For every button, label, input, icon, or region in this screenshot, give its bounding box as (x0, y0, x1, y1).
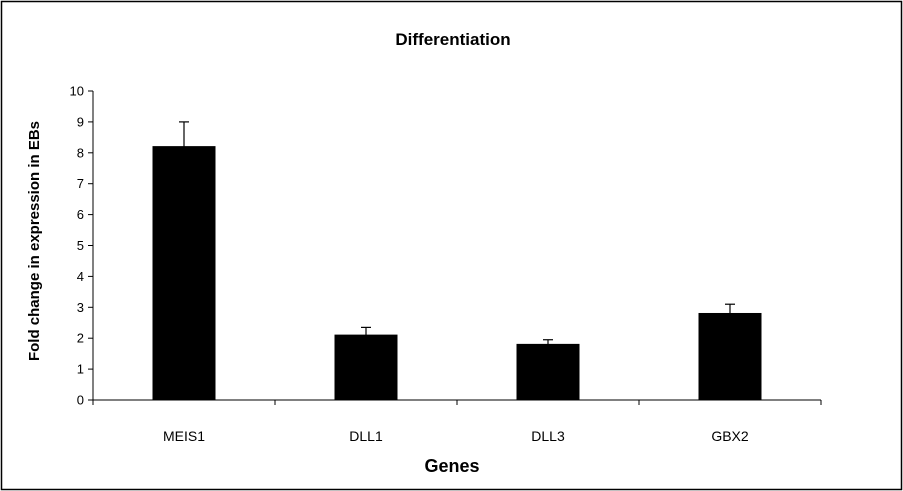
bar-meis1 (152, 146, 216, 401)
y-tick-label: 1 (77, 362, 84, 377)
y-tick-label: 2 (77, 331, 84, 346)
y-tick-label: 5 (77, 238, 84, 253)
y-tick-label: 8 (77, 145, 84, 160)
x-category-label: DLL3 (531, 428, 565, 444)
y-axis-title: Fold change in expression in EBs (26, 121, 43, 361)
bar-dll1 (334, 334, 398, 401)
x-category-label: GBX2 (711, 428, 749, 444)
y-tick-label: 7 (77, 176, 84, 191)
y-tick-label: 4 (77, 269, 84, 284)
y-tick-label: 10 (70, 84, 84, 99)
x-axis-title: Genes (424, 456, 479, 476)
x-category-label: MEIS1 (163, 428, 205, 444)
y-tick-label: 6 (77, 207, 84, 222)
y-tick-label: 3 (77, 300, 84, 315)
bar-dll3 (516, 343, 580, 401)
y-tick-label: 0 (77, 393, 84, 408)
x-category-label: DLL1 (349, 428, 383, 444)
y-tick-label: 9 (77, 114, 84, 129)
chart-title: Differentiation (395, 30, 510, 49)
plot-area: 0 1 2 3 4 5 6 7 8 9 10 MEIS1 DLL1 DLL3 GBX2 (70, 84, 822, 444)
bar-gbx2 (698, 312, 762, 401)
